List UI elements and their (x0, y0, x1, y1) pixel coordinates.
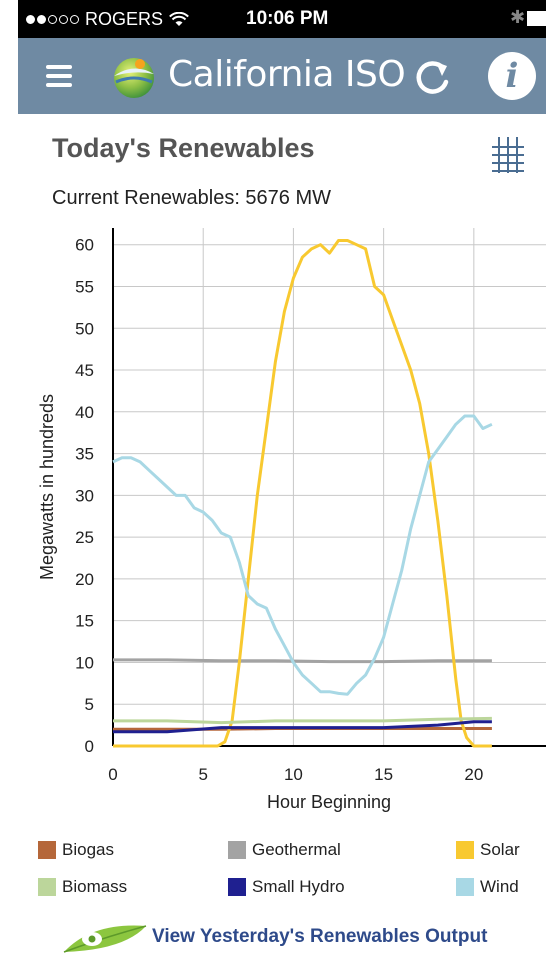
small-hydro-series-line (113, 720, 492, 734)
hamburger-menu-icon[interactable] (46, 65, 72, 87)
table-grid-icon[interactable] (492, 133, 524, 173)
app-nav-bar: California ISO i (18, 38, 546, 114)
y-tick-label: 0 (85, 737, 94, 756)
carrier-name: ROGERS (85, 9, 164, 29)
california-iso-logo-icon (114, 58, 154, 98)
app-title: California ISO (168, 54, 406, 95)
legend-swatch (228, 878, 246, 896)
page-title: Today's Renewables (52, 133, 315, 163)
legend-label: Small Hydro (252, 877, 345, 896)
renewables-chart: 0 5 10 15 20 25 30 35 40 45 50 55 60 0 5 10 15 20 Hour Beg… (37, 228, 546, 812)
legend-item-solar: Solar (456, 840, 520, 860)
legend-swatch (38, 878, 56, 896)
legend-swatch (456, 841, 474, 859)
status-bar: ROGERS 10:06 PM ✱ (18, 0, 546, 38)
solar-series-line (113, 239, 492, 748)
legend-label: Biomass (62, 877, 128, 896)
legend-swatch (456, 878, 474, 896)
signal-strength-icon (26, 15, 79, 24)
y-tick-label: 50 (75, 319, 94, 338)
leaf-logo-icon (63, 925, 147, 953)
x-tick-label: 10 (284, 765, 303, 784)
x-tick-label: 0 (108, 765, 117, 784)
biomass-series-line (113, 716, 492, 725)
bluetooth-icon: ✱ (510, 7, 526, 27)
y-tick-label: 30 (75, 486, 94, 505)
view-yesterday-link[interactable]: View Yesterday's Renewables Output (62, 920, 487, 954)
legend-label: Biogas (62, 840, 114, 859)
legend-item-biogas: Biogas (38, 840, 114, 860)
y-tick-label: 45 (75, 361, 94, 380)
wifi-icon (169, 11, 189, 26)
status-time: 10:06 PM (246, 8, 329, 29)
y-tick-label: 35 (75, 445, 94, 464)
current-renewables-value: Current Renewables: 5676 MW (52, 187, 332, 209)
battery-icon (527, 11, 546, 26)
geothermal-series-line (113, 658, 492, 664)
y-tick-label: 20 (75, 570, 94, 589)
legend-label: Wind (480, 877, 519, 896)
x-tick-label: 20 (464, 765, 483, 784)
refresh-icon[interactable] (410, 56, 454, 100)
legend-label: Solar (480, 840, 520, 859)
legend-item-biomass: Biomass (38, 877, 127, 897)
x-tick-label: 5 (198, 765, 207, 784)
y-tick-label: 40 (75, 403, 94, 422)
chart-legend: Biogas Geothermal Solar Biomass Small Hydro W… (38, 840, 538, 910)
view-yesterday-link-label[interactable]: View Yesterday's Renewables Output (152, 926, 488, 947)
legend-label: Geothermal (252, 840, 341, 859)
y-tick-label: 25 (75, 528, 94, 547)
y-tick-label: 55 (75, 277, 94, 296)
legend-item-wind: Wind (456, 877, 519, 897)
y-tick-label: 5 (85, 695, 94, 714)
legend-item-geothermal: Geothermal (228, 840, 341, 860)
x-tick-label: 15 (374, 765, 393, 784)
y-tick-label: 60 (75, 236, 94, 255)
legend-item-small-hydro: Small Hydro (228, 877, 345, 897)
wind-series-line (112, 414, 493, 696)
carrier-info: ROGERS (26, 9, 189, 30)
x-axis-title: Hour Beginning (267, 792, 391, 812)
y-axis-title: Megawatts in hundreds (37, 394, 57, 580)
y-tick-label: 10 (75, 653, 94, 672)
legend-swatch (228, 841, 246, 859)
info-icon[interactable]: i (488, 52, 536, 100)
legend-swatch (38, 841, 56, 859)
y-tick-label: 15 (75, 612, 94, 631)
